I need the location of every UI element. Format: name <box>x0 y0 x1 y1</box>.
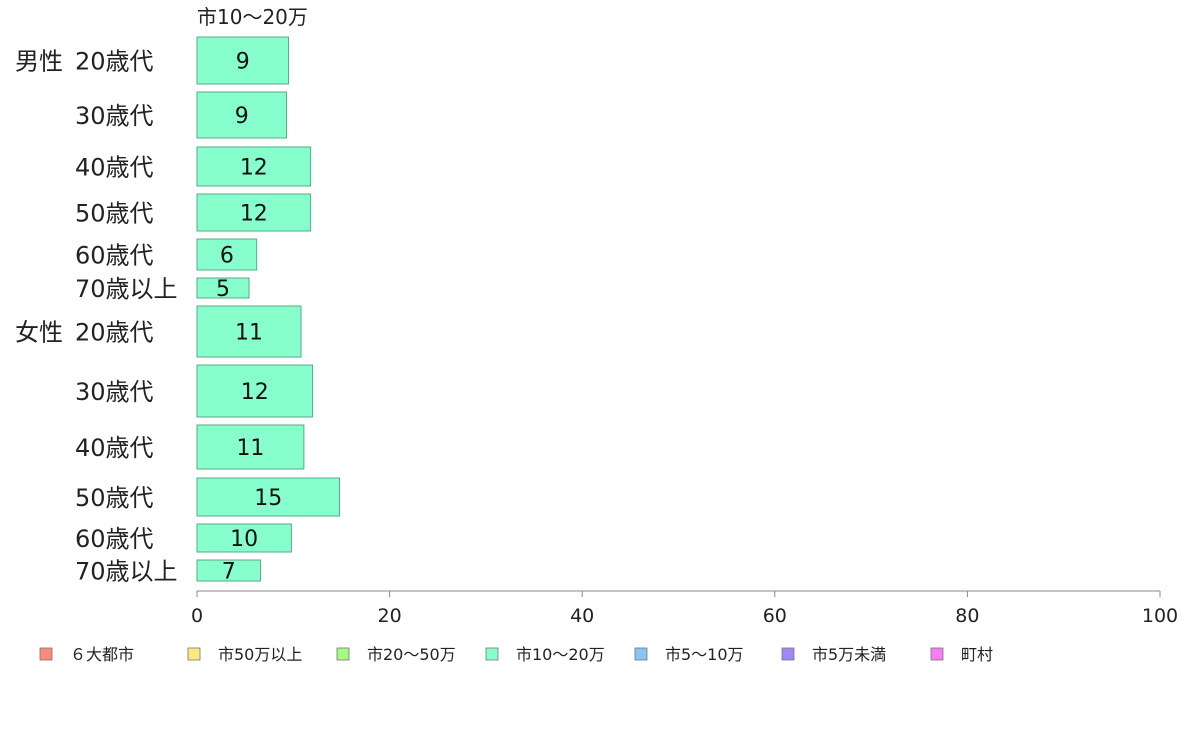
data-label: 12 <box>241 380 269 405</box>
bar <box>196 36 289 85</box>
data-label: 11 <box>236 436 264 461</box>
data-label: 5 <box>216 277 230 302</box>
category-label: 70歳以上 <box>75 558 178 586</box>
category-label: 20歳代 <box>75 48 154 76</box>
legend-label: 市20〜50万 <box>367 645 456 664</box>
legend-swatch <box>781 647 795 661</box>
x-tick-label: 100 <box>1142 605 1178 627</box>
legend-label: 市5万未満 <box>812 645 886 664</box>
x-tick-label: 80 <box>955 605 979 627</box>
legend-swatch <box>930 647 944 661</box>
bar <box>196 424 305 470</box>
category-label: 70歳以上 <box>75 275 178 303</box>
category-label: 50歳代 <box>75 200 154 228</box>
bar <box>196 238 258 271</box>
legend-swatch <box>634 647 648 661</box>
legend-label: 市50万以上 <box>218 645 302 664</box>
category-label: 50歳代 <box>75 484 154 512</box>
category-label: 60歳代 <box>75 242 154 270</box>
bar <box>196 193 312 232</box>
category-label: 20歳代 <box>75 319 154 347</box>
data-label: 11 <box>235 321 263 346</box>
category-label: 40歳代 <box>75 434 154 462</box>
category-label: 40歳代 <box>75 154 154 182</box>
group-label: 男性 <box>15 48 63 76</box>
legend-swatch <box>485 647 499 661</box>
x-tick-label: 20 <box>378 605 402 627</box>
x-tick-label: 40 <box>570 605 594 627</box>
data-label: 12 <box>240 202 268 227</box>
group-label: 女性 <box>15 319 63 347</box>
bar <box>196 277 250 299</box>
bar <box>196 477 341 517</box>
data-label: 9 <box>236 50 250 75</box>
legend-swatch <box>39 647 53 661</box>
data-label: 12 <box>240 156 268 181</box>
bar <box>196 91 288 139</box>
data-label: 9 <box>235 104 249 129</box>
legend-label: ６大都市 <box>70 645 134 664</box>
data-label: 10 <box>230 527 258 552</box>
bar <box>196 305 302 358</box>
category-label: 30歳代 <box>75 102 154 130</box>
legend-swatch <box>187 647 201 661</box>
bar <box>196 364 314 418</box>
x-tick-label: 0 <box>191 605 203 627</box>
legend-label: 町村 <box>961 645 993 664</box>
bar <box>196 559 262 582</box>
bar <box>196 523 292 553</box>
data-label: 15 <box>254 486 282 511</box>
bar <box>196 146 312 187</box>
category-label: 60歳代 <box>75 525 154 553</box>
series-title: 市10〜20万 <box>197 5 308 29</box>
legend-label: 市10〜20万 <box>516 645 605 664</box>
data-label: 7 <box>222 560 236 585</box>
category-label: 30歳代 <box>75 378 154 406</box>
data-label: 6 <box>220 244 234 269</box>
legend-swatch <box>336 647 350 661</box>
legend-label: 市5〜10万 <box>665 645 744 664</box>
x-tick-label: 60 <box>763 605 787 627</box>
